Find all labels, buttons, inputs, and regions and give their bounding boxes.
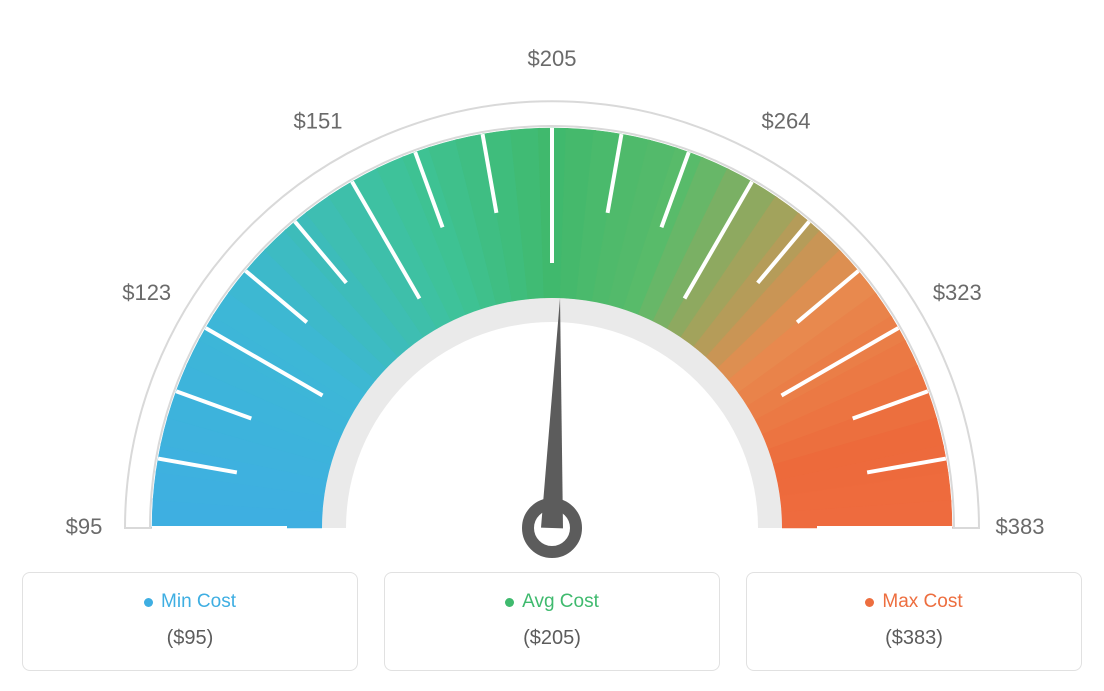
legend-card-avg: Avg Cost ($205): [384, 572, 720, 671]
legend-value-max: ($383): [757, 627, 1071, 650]
cost-gauge-chart: $95 $123 $151 $205 $264 $323 $383 Min Cost ($9…: [20, 20, 1084, 671]
legend-card-max: Max Cost ($383): [746, 572, 1082, 671]
legend-label-avg: Avg Cost: [522, 591, 599, 613]
legend-title-max: Max Cost: [865, 591, 962, 613]
gauge-svg-container: $95 $123 $151 $205 $264 $323 $383: [22, 20, 1082, 560]
svg-text:$205: $205: [528, 46, 577, 71]
legend-dot-avg: [505, 598, 514, 607]
legend-label-min: Min Cost: [161, 591, 236, 613]
legend-card-min: Min Cost ($95): [22, 572, 358, 671]
legend-value-min: ($95): [33, 627, 347, 650]
legend-dot-min: [144, 598, 153, 607]
svg-text:$123: $123: [122, 280, 171, 305]
legend-title-avg: Avg Cost: [505, 591, 599, 613]
svg-text:$95: $95: [66, 514, 103, 539]
legend-title-min: Min Cost: [144, 591, 236, 613]
legend-row: Min Cost ($95) Avg Cost ($205) Max Cost …: [22, 572, 1082, 671]
svg-text:$151: $151: [294, 109, 343, 134]
svg-text:$264: $264: [762, 109, 811, 134]
gauge-needle: [541, 298, 563, 528]
legend-value-avg: ($205): [395, 627, 709, 650]
gauge-svg: $95 $123 $151 $205 $264 $323 $383: [22, 20, 1082, 560]
legend-label-max: Max Cost: [882, 591, 962, 613]
svg-text:$323: $323: [933, 280, 982, 305]
legend-dot-max: [865, 598, 874, 607]
svg-text:$383: $383: [996, 514, 1045, 539]
